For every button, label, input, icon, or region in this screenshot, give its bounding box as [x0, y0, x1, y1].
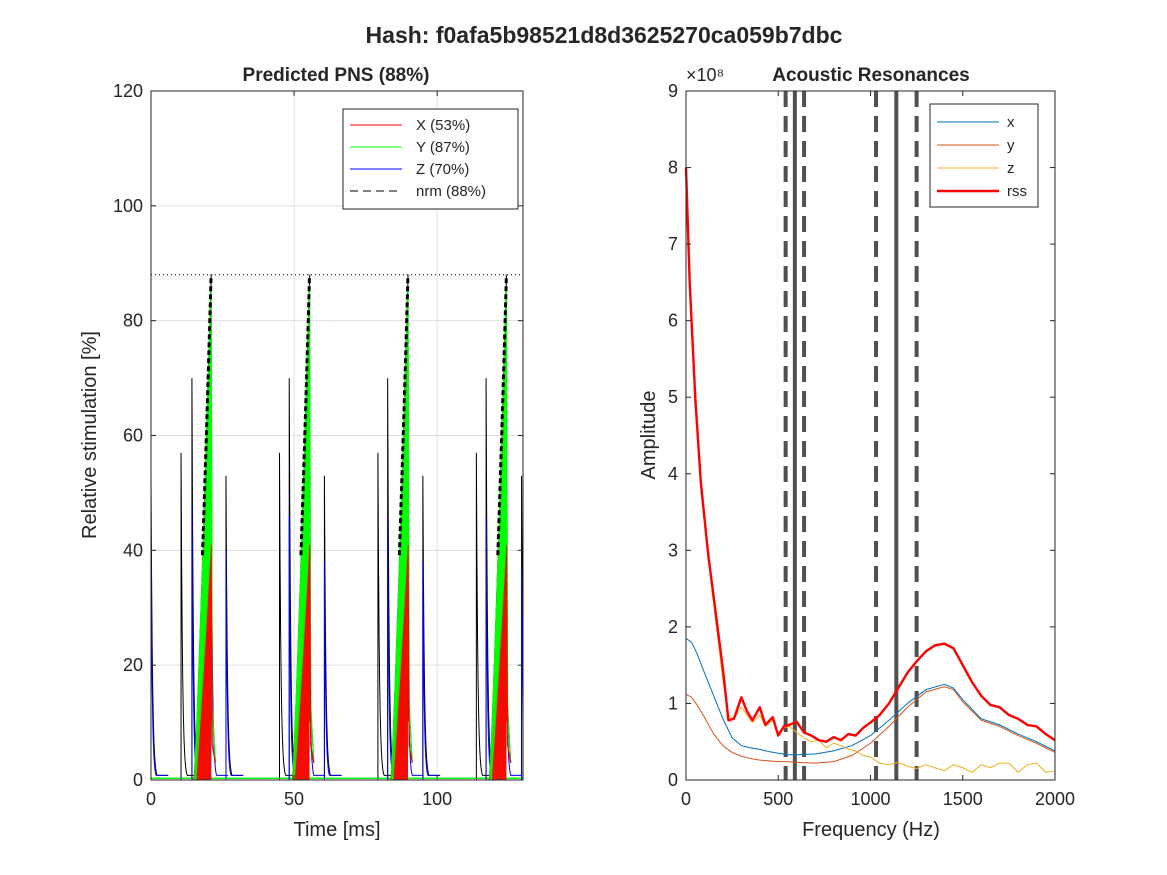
y-tick-label: 3 [668, 540, 678, 560]
nrm-series-train-envelope [299, 274, 312, 556]
figure-title: Hash: f0afa5b98521d8d3625270ca059b7dbc [366, 22, 843, 48]
acoustic-x-axis-label: Frequency (Hz) [802, 819, 940, 841]
x-series-train-fill [294, 544, 310, 780]
acoustic-y-axis-label: Amplitude [638, 391, 660, 480]
z-series-spike [150, 550, 169, 780]
z-series-spike [225, 550, 244, 780]
legend-label: rss [1007, 183, 1027, 200]
pns-y-axis-label: Relative stimulation [%] [79, 331, 101, 539]
y-tick-label: 8 [668, 158, 678, 178]
x-tick-label: 0 [681, 789, 691, 809]
x-series-line [685, 637, 1056, 756]
y-tick-label: 6 [668, 311, 678, 331]
legend-label: nrm (88%) [416, 183, 486, 200]
acoustic-chart-title: Acoustic Resonances [772, 65, 969, 86]
y-tick-label: 2 [668, 617, 678, 637]
acoustic-ticks: 0 500 1000 1500 2000 0 1 2 3 4 5 6 7 8 9 [668, 81, 1075, 809]
x-tick-label: 100 [422, 789, 452, 809]
nrm-series-train-envelope [397, 274, 410, 556]
legend-label: z [1007, 160, 1015, 177]
z-series-spike [323, 561, 342, 780]
acoustic-plot-area [684, 91, 1056, 780]
acoustic-axes: Acoustic Resonances ×10⁸ 0 500 1000 1500 200… [638, 65, 1075, 841]
legend-label: Y (87%) [416, 139, 470, 156]
rss-series-line [684, 167, 1056, 743]
acoustic-legend: xyz rss [929, 103, 1039, 208]
x-tick-label: 50 [284, 789, 304, 809]
y-tick-label: 20 [123, 655, 143, 675]
nrm-series-spike [323, 475, 342, 780]
x-tick-label: 1500 [943, 789, 983, 809]
y-tick-label: 0 [668, 770, 678, 790]
y-tick-label: 0 [133, 770, 143, 790]
legend-label: x [1007, 114, 1015, 131]
nrm-series-spike [377, 452, 396, 780]
x-tick-label: 1000 [850, 789, 890, 809]
legend-label: y [1007, 137, 1015, 154]
pns-plot-area [150, 274, 524, 781]
x-tick-label: 2000 [1035, 789, 1075, 809]
y-tick-label: 100 [113, 196, 143, 216]
z-series-line [685, 167, 1056, 773]
x-tick-label: 500 [763, 789, 793, 809]
y-tick-label: 40 [123, 540, 143, 560]
pns-chart-title: Predicted PNS (88%) [243, 65, 430, 86]
y-tick-label: 60 [123, 426, 143, 446]
x-series-train-fill [393, 544, 408, 780]
x-tick-label: 0 [146, 789, 156, 809]
y-tick-label: 1 [668, 693, 678, 713]
pns-x-axis-label: Time [ms] [293, 819, 380, 841]
nrm-series-spike [180, 452, 199, 780]
legend-label: X (53%) [416, 117, 470, 134]
y-series-line [685, 686, 1056, 764]
y-tick-label: 120 [113, 81, 143, 101]
legend-label: Z (70%) [416, 161, 469, 178]
y-tick-label: 80 [123, 311, 143, 331]
y-tick-label: 7 [668, 234, 678, 254]
x-series-train-fill [491, 544, 507, 780]
x-series-train-fill [196, 544, 212, 780]
nrm-series-train-envelope [201, 274, 213, 556]
pns-axes: Predicted PNS (88%) 0 50 100 0 20 40 60 80 100 12… [79, 65, 524, 841]
y-tick-label: 5 [668, 387, 678, 407]
nrm-series-spike [475, 452, 494, 780]
acoustic-exponent-label: ×10⁸ [686, 65, 724, 85]
pns-ticks: 0 50 100 0 20 40 60 80 100 120 [113, 81, 523, 809]
pns-legend: X (53%) Y (87%) Z (70%) nrm (88%) [342, 108, 519, 210]
pns-legend-box [342, 108, 519, 210]
y-tick-label: 4 [668, 464, 678, 484]
y-tick-label: 9 [668, 81, 678, 101]
nrm-series-train-envelope [496, 274, 508, 556]
